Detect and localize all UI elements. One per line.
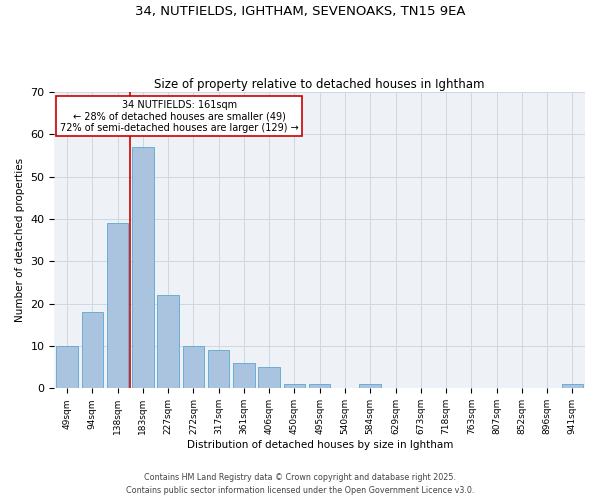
Bar (562, 384, 583, 388)
Bar (107, 224, 128, 388)
Title: Size of property relative to detached houses in Ightham: Size of property relative to detached ho… (154, 78, 485, 91)
Text: Contains HM Land Registry data © Crown copyright and database right 2025.
Contai: Contains HM Land Registry data © Crown c… (126, 474, 474, 495)
Bar (359, 384, 381, 388)
Y-axis label: Number of detached properties: Number of detached properties (15, 158, 25, 322)
Bar (208, 350, 229, 389)
Bar (56, 346, 78, 389)
Bar (259, 367, 280, 388)
Bar (82, 312, 103, 388)
Bar (284, 384, 305, 388)
Text: 34 NUTFIELDS: 161sqm
← 28% of detached houses are smaller (49)
72% of semi-detac: 34 NUTFIELDS: 161sqm ← 28% of detached h… (60, 100, 298, 133)
Bar (132, 147, 154, 388)
Bar (309, 384, 331, 388)
X-axis label: Distribution of detached houses by size in Ightham: Distribution of detached houses by size … (187, 440, 453, 450)
Bar (233, 363, 254, 388)
Bar (157, 296, 179, 388)
Text: 34, NUTFIELDS, IGHTHAM, SEVENOAKS, TN15 9EA: 34, NUTFIELDS, IGHTHAM, SEVENOAKS, TN15 … (135, 5, 465, 18)
Bar (182, 346, 204, 389)
